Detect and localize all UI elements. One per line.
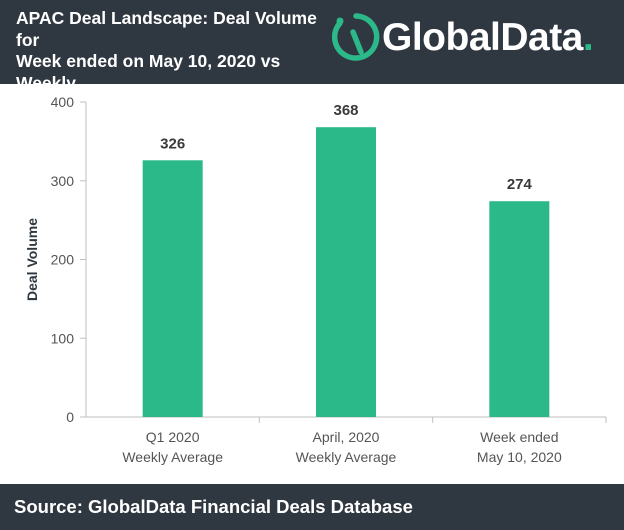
logo-dot: .: [582, 16, 594, 59]
globaldata-logo: GlobalData.: [332, 10, 616, 74]
bar: [142, 160, 203, 417]
chart-title: APAC Deal Landscape: Deal Volume for Wee…: [16, 8, 326, 116]
globaldata-logo-icon: [332, 13, 380, 61]
logo-text: GlobalData: [382, 16, 583, 59]
y-tick-label: 400: [51, 94, 75, 110]
bar: [316, 127, 376, 417]
source-note: Source: GlobalData Financial Deals Datab…: [14, 496, 413, 517]
x-tick-label: Week ended: [480, 429, 558, 445]
title-line: APAC Deal Landscape: Deal Volume for: [16, 8, 317, 50]
y-tick-label: 100: [51, 330, 75, 346]
title-line: Week ended on May 10, 2020 vs Weekly: [16, 51, 281, 93]
bar-chart: 0 100 200 300 400 Deal Volume 326 Q1 2020 Weekly…: [24, 94, 607, 465]
data-label: 274: [507, 176, 533, 193]
footer-bar: Source: GlobalData Financial Deals Datab…: [0, 484, 624, 530]
x-tick-label: Weekly Average: [122, 449, 223, 465]
data-label: 368: [333, 102, 358, 119]
y-tick-label: 200: [51, 252, 75, 268]
y-tick-label: 0: [66, 409, 74, 425]
y-tick-label: 300: [51, 173, 75, 189]
data-label: 326: [160, 135, 185, 152]
header-bar: APAC Deal Landscape: Deal Volume for Wee…: [0, 0, 624, 114]
y-axis-title: Deal Volume: [24, 218, 40, 301]
x-tick-label: Q1 2020: [146, 429, 200, 445]
bar: [489, 201, 550, 417]
x-tick-label: May 10, 2020: [477, 449, 562, 465]
logo-wordmark: GlobalData.: [382, 16, 594, 60]
chart-area: 0 100 200 300 400 Deal Volume 326 Q1 2020 Weekly…: [0, 84, 624, 484]
x-tick-label: April, 2020: [313, 429, 380, 445]
title-line: Average of Q1 2020 and April 2020: [16, 94, 302, 114]
x-tick-label: Weekly Average: [296, 449, 397, 465]
